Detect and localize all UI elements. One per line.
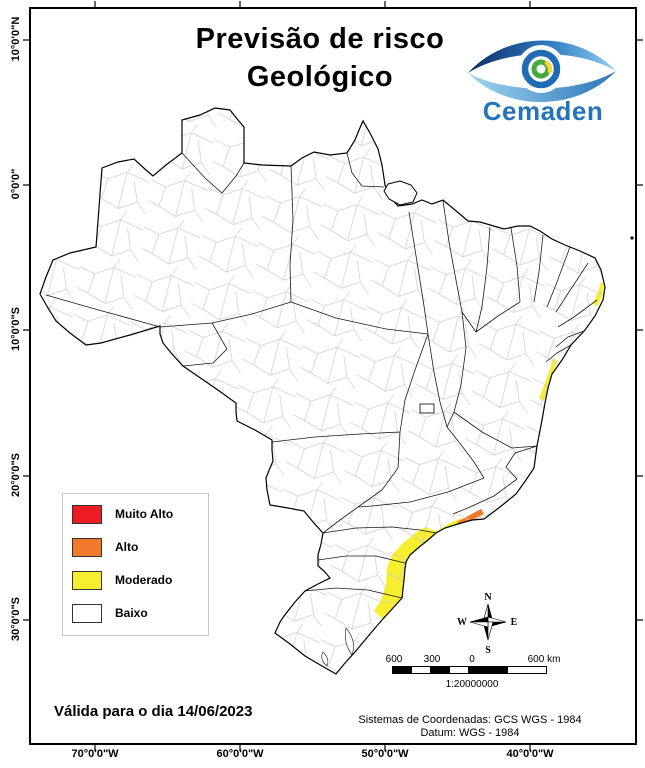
compass-star — [469, 603, 507, 641]
title-line-1: Previsão de risco — [195, 23, 445, 55]
scale-tick-label: 0 — [469, 654, 475, 665]
lon-label-60w: 60°0'0"W — [216, 748, 264, 760]
legend-label-alto: Alto — [115, 540, 139, 554]
state-boundaries — [45, 152, 598, 599]
scale-tick-label: 600 km — [527, 654, 561, 665]
legend-swatch-moderado — [72, 570, 102, 590]
scale-segment — [449, 666, 469, 674]
scale-tick-label: 600 — [385, 654, 403, 665]
eye-lower-lid — [468, 71, 616, 103]
projection-info: Sistemas de Coordenadas: GCS WGS - 1984 … — [350, 714, 590, 740]
compass-west-label: W — [457, 617, 467, 628]
marajo-island — [383, 180, 418, 206]
lon-label-50w: 50°0'0"W — [361, 748, 409, 760]
lat-label-10n: 10°0'0"N — [10, 16, 22, 62]
validity-note: Válida para o dia 14/06/2023 — [54, 703, 253, 720]
legend-item-baixo: Baixo — [72, 603, 208, 623]
compass-rose: N S E W — [455, 589, 521, 662]
eye-blue-ring — [521, 49, 561, 89]
scale-bar-segments — [392, 666, 552, 674]
lagoa-mirim — [321, 651, 329, 667]
scale-segment — [468, 666, 508, 674]
map-frame — [29, 7, 637, 745]
risk-legend: Muito Alto Alto Moderado Baixo — [62, 493, 209, 636]
eye-upper-lid — [468, 40, 616, 73]
title-line-2: Geológico — [246, 61, 394, 93]
lon-label-40w: 40°0'0"W — [506, 748, 554, 760]
fernando-de-noronha-dot — [630, 236, 634, 240]
lat-label-10s: 10°0'0"S — [10, 306, 22, 352]
cemaden-eye-icon: Cemaden — [468, 40, 616, 126]
cemaden-logo: Cemaden — [463, 24, 623, 126]
scale-segment — [392, 666, 412, 674]
federal-district-outline — [419, 403, 435, 414]
coordinate-system-line: Sistemas de Coordenadas: GCS WGS - 1984 — [358, 714, 582, 726]
lat-label-30s: 30°0'0"S — [10, 596, 22, 642]
datum-line: Datum: WGS - 1984 — [420, 727, 520, 739]
eye-yellow-arc — [544, 60, 553, 74]
compass-north-label: N — [484, 592, 492, 603]
scale-tick-label: 300 — [423, 654, 441, 665]
compass-icon: N S E W — [457, 592, 518, 656]
legend-swatch-muito-alto — [72, 504, 102, 524]
lon-label-70w: 70°0'0"W — [71, 748, 119, 760]
cemaden-wordmark: Cemaden — [483, 96, 604, 126]
legend-label-moderado: Moderado — [115, 573, 173, 587]
lat-label-20s: 20°0'0"S — [10, 452, 22, 498]
compass-east-label: E — [511, 617, 518, 628]
compass-south-label: S — [485, 645, 491, 656]
graticule-ticks — [23, 1, 643, 751]
legend-item-alto: Alto — [72, 537, 208, 557]
legend-label-baixo: Baixo — [115, 606, 148, 620]
scale-bar-labels: 600 300 0 600 km — [386, 654, 561, 666]
lat-label-0: 0°0'0" — [10, 168, 22, 200]
scale-segment — [411, 666, 431, 674]
scale-segment — [507, 666, 547, 674]
legend-swatch-alto — [72, 537, 102, 557]
scale-segment — [430, 666, 450, 674]
legend-item-muito-alto: Muito Alto — [72, 504, 208, 524]
scale-bar: 600 300 0 600 km 1:20000000 — [386, 654, 561, 690]
legend-label-muito-alto: Muito Alto — [115, 507, 174, 521]
legend-item-moderado: Moderado — [72, 570, 208, 590]
scale-ratio: 1:20000000 — [445, 679, 499, 690]
page-title: Previsão de risco Geológico — [150, 20, 490, 96]
legend-swatch-baixo — [72, 603, 102, 623]
